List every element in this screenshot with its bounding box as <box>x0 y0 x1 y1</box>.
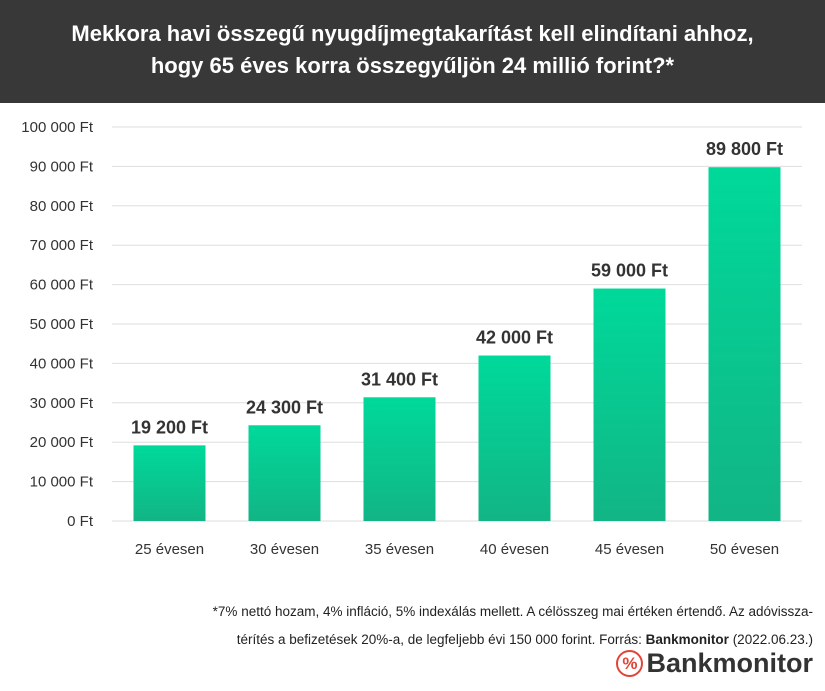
x-tick-label: 35 évesen <box>365 541 434 558</box>
chart-title: Mekkora havi összegű nyugdíjmegtakarítás… <box>0 0 825 103</box>
bar <box>708 167 781 522</box>
bar <box>248 425 321 521</box>
logo-text: Bankmonitor <box>646 648 813 678</box>
bar <box>133 445 206 521</box>
title-line-2: hogy 65 éves korra összegyűljön 24 milli… <box>150 53 675 78</box>
footnote-text: térítés a befizetések 20%-a, de legfelje… <box>236 632 646 647</box>
source-name: Bankmonitor <box>645 632 729 647</box>
y-tick-label: 90 000 Ft <box>30 158 94 175</box>
y-tick-label: 60 000 Ft <box>30 277 94 294</box>
percent-icon: % <box>616 650 644 677</box>
data-label: 19 200 Ft <box>131 417 208 437</box>
bar <box>363 397 436 521</box>
data-label: 89 800 Ft <box>706 139 783 159</box>
y-tick-label: 10 000 Ft <box>30 474 94 491</box>
bar <box>593 288 666 521</box>
data-label: 42 000 Ft <box>476 328 553 348</box>
y-tick-label: 80 000 Ft <box>30 198 94 215</box>
y-tick-label: 20 000 Ft <box>30 434 94 451</box>
y-tick-label: 50 000 Ft <box>30 316 94 333</box>
y-tick-label: 30 000 Ft <box>30 395 94 412</box>
bar-chart: 0 Ft 10 000 Ft 20 000 Ft 30 000 Ft 40 000 Ft… <box>21 119 802 558</box>
y-tick-label: 0 Ft <box>67 513 94 530</box>
footnote: *7% nettó hozam, 4% infláció, 5% indexál… <box>23 598 813 654</box>
x-tick-label: 25 évesen <box>135 541 204 558</box>
data-label: 31 400 Ft <box>361 369 438 389</box>
y-tick-label: 100 000 Ft <box>21 119 94 136</box>
x-tick-label: 30 évesen <box>250 541 319 558</box>
footnote-line-1: *7% nettó hozam, 4% infláció, 5% indexál… <box>212 604 813 619</box>
y-tick-label: 40 000 Ft <box>30 355 94 372</box>
x-tick-label: 45 évesen <box>595 541 664 558</box>
bar <box>478 355 551 521</box>
y-tick-label: 70 000 Ft <box>30 237 94 254</box>
footnote-line-2: térítés a befizetések 20%-a, de legfelje… <box>23 626 813 654</box>
source-date: (2022.06.23.) <box>728 632 813 647</box>
x-tick-label: 50 évesen <box>710 541 779 558</box>
data-label: 59 000 Ft <box>591 261 668 281</box>
title-line-1: Mekkora havi összegű nyugdíjmegtakarítás… <box>71 21 754 46</box>
x-tick-label: 40 évesen <box>480 541 549 558</box>
data-label: 24 300 Ft <box>246 397 323 417</box>
bankmonitor-logo: % Bankmonitor <box>616 648 813 679</box>
